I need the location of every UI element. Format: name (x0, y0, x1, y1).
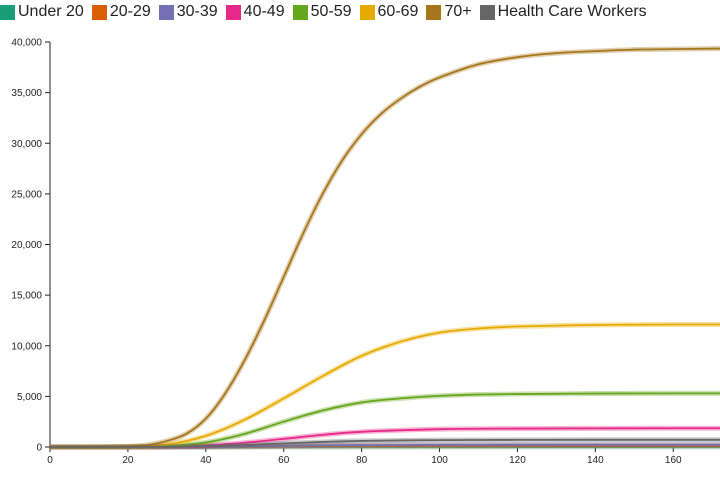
x-tick-label: 0 (47, 455, 53, 466)
legend-label: 30-39 (176, 3, 218, 20)
y-tick-label: 35,000 (11, 88, 42, 99)
x-tick-label: 60 (278, 455, 290, 466)
legend-item-70[interactable]: 70+ (426, 3, 472, 21)
legend-item-50-59[interactable]: 50-59 (292, 3, 352, 21)
x-tick-label: 120 (509, 455, 526, 466)
series-70 (49, 46, 720, 450)
legend-swatch (91, 4, 107, 20)
legend-item-under-20[interactable]: Under 20 (0, 3, 84, 21)
legend-swatch (292, 4, 308, 20)
y-tick-label: 0 (36, 443, 42, 454)
legend-swatch (426, 4, 442, 20)
series-layer (49, 46, 720, 450)
legend-item-health-care-workers[interactable]: Health Care Workers (479, 3, 647, 21)
series-health-care-workers (49, 437, 720, 450)
x-tick-label: 40 (200, 455, 212, 466)
legend-swatch (359, 4, 375, 20)
y-tick-label: 30,000 (11, 139, 42, 150)
legend-label: 70+ (444, 3, 472, 20)
legend-item-20-29[interactable]: 20-29 (91, 3, 151, 21)
axes: 0 5,000 10,000 15,000 20,000 25,000 30,000 35,0… (11, 38, 720, 466)
x-tick-label: 100 (431, 455, 448, 466)
legend-item-60-69[interactable]: 60-69 (359, 3, 419, 21)
legend-swatch (479, 4, 495, 20)
legend: Under 20 20-29 30-39 40-49 50-59 60-69 70+ Heal… (0, 0, 655, 24)
y-tick-label: 10,000 (11, 341, 42, 352)
x-tick-label: 80 (356, 455, 368, 466)
legend-label: 60-69 (377, 3, 419, 20)
series-line-50-59 (49, 392, 720, 448)
x-tick-label: 20 (122, 455, 134, 466)
legend-swatch (0, 4, 15, 20)
legend-label: Under 20 (18, 3, 84, 20)
legend-label: 40-49 (243, 3, 285, 20)
legend-label: Health Care Workers (497, 3, 647, 20)
series-line-60-69 (49, 323, 720, 448)
legend-swatch (225, 4, 241, 20)
y-tick-label: 15,000 (11, 291, 42, 302)
y-tick-label: 20,000 (11, 240, 42, 251)
legend-label: 50-59 (310, 3, 352, 20)
series-band-70 (49, 46, 720, 450)
legend-item-40-49[interactable]: 40-49 (225, 3, 285, 21)
series-line-70 (49, 47, 720, 448)
y-tick-label: 40,000 (11, 38, 42, 49)
legend-item-30-39[interactable]: 30-39 (158, 3, 218, 21)
y-tick-label: 5,000 (17, 392, 42, 403)
legend-swatch (158, 4, 174, 20)
series-line-health-care-workers (49, 438, 720, 448)
y-tick-label: 25,000 (11, 189, 42, 200)
x-tick-label: 160 (665, 455, 682, 466)
series-60-69 (49, 321, 720, 450)
series-50-59 (49, 390, 720, 450)
legend-label: 20-29 (109, 3, 151, 20)
x-tick-label: 140 (587, 455, 604, 466)
